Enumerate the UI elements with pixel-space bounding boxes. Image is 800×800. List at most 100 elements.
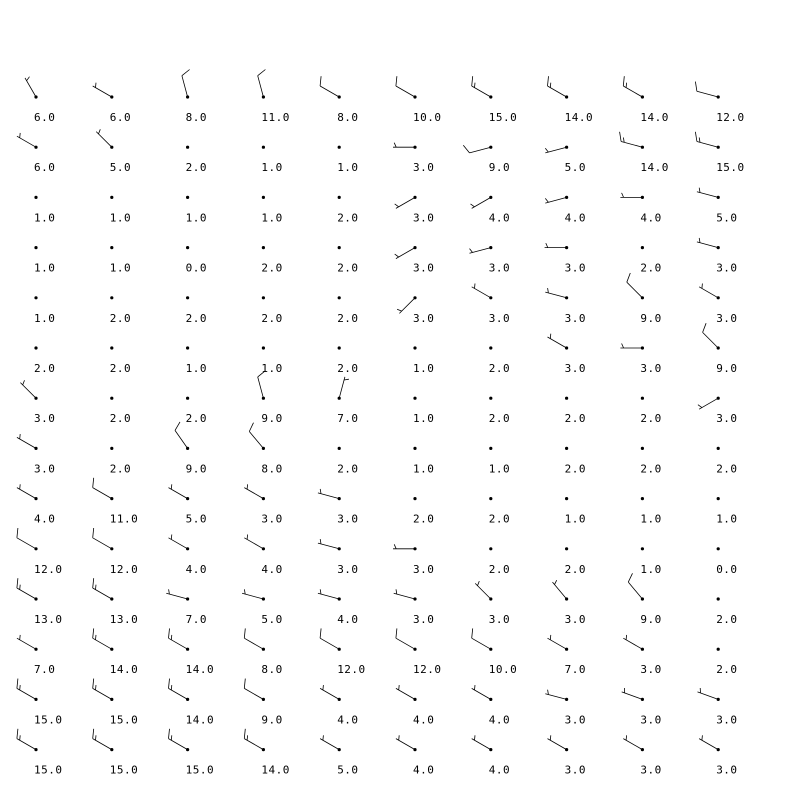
barb-staff [471, 628, 491, 650]
speed-label: 2.0 [110, 462, 131, 475]
station-dot [261, 547, 265, 551]
station-dot [716, 547, 720, 551]
speed-label: 14.0 [186, 663, 215, 676]
barb-staff [16, 578, 37, 600]
barb-staff [545, 689, 567, 700]
barb-staff [92, 628, 112, 650]
wind-barb: 2.0 [261, 296, 282, 325]
barb-staff [92, 678, 112, 700]
wind-barb: 3.0 [544, 242, 585, 275]
station-dot [716, 396, 720, 400]
wind-barb: 2.0 [489, 346, 510, 375]
speed-label: 3.0 [337, 563, 358, 576]
wind-barb: 8.0 [248, 422, 282, 475]
wind-barb: 1.0 [110, 246, 131, 275]
speed-label: 3.0 [716, 412, 737, 425]
wind-barb: 2.0 [337, 446, 358, 475]
speed-label: 14.0 [565, 111, 594, 124]
wind-barb: 3.0 [623, 634, 661, 676]
barb-staff [547, 76, 567, 98]
wind-barb: 15.0 [92, 678, 138, 726]
speed-label: 2.0 [413, 513, 434, 526]
wind-barb: 9.0 [462, 144, 510, 174]
barb-staff [243, 678, 264, 700]
wind-barb: 6.0 [92, 82, 131, 124]
wind-barb: 12.0 [395, 628, 441, 676]
station-dot [261, 246, 265, 250]
wind-barb: 4.0 [395, 685, 434, 726]
speed-label: 15.0 [34, 713, 63, 726]
barb-staff [698, 283, 719, 299]
wind-barb: 1.0 [261, 145, 282, 174]
wind-barb: 12.0 [695, 81, 744, 124]
speed-label: 1.0 [34, 211, 55, 224]
station-dot [110, 396, 114, 400]
wind-barb: 12.0 [16, 527, 62, 576]
barb-staff [395, 735, 416, 750]
wind-barb: 1.0 [34, 246, 55, 275]
wind-barb: 14.0 [547, 76, 594, 124]
station-dot [337, 246, 341, 250]
barb-staff [394, 247, 416, 259]
wind-barb: 3.0 [696, 237, 737, 275]
barb-staff [24, 76, 37, 98]
wind-barb: 2.0 [337, 195, 358, 224]
wind-barb: 2.0 [716, 597, 737, 626]
barb-staff [168, 534, 188, 550]
speed-label: 3.0 [640, 713, 661, 726]
speed-label: 5.0 [261, 613, 282, 626]
station-dot [337, 547, 341, 551]
barb-staff [20, 380, 37, 399]
barb-staff [393, 589, 416, 600]
speed-label: 1.0 [640, 513, 661, 526]
wind-barb: 10.0 [395, 76, 441, 124]
speed-label: 2.0 [34, 362, 55, 375]
barb-staff [395, 628, 416, 650]
barb-staff [16, 527, 37, 550]
speed-label: 4.0 [261, 563, 282, 576]
barb-staff [16, 434, 37, 449]
speed-label: 2.0 [261, 262, 282, 275]
speed-label: 2.0 [640, 462, 661, 475]
speed-label: 3.0 [640, 362, 661, 375]
wind-barb: 7.0 [16, 634, 55, 676]
speed-label: 4.0 [34, 513, 55, 526]
barb-staff [697, 397, 719, 410]
barb-staff [462, 144, 491, 154]
speed-label: 3.0 [413, 312, 434, 325]
station-dot [716, 145, 720, 149]
speed-label: 4.0 [489, 713, 510, 726]
speed-label: 1.0 [413, 412, 434, 425]
barb-staff [471, 283, 491, 299]
speed-label: 13.0 [34, 613, 63, 626]
wind-barb: 4.0 [544, 195, 585, 224]
station-dot [186, 547, 190, 551]
barb-staff [395, 76, 416, 98]
wind-barb: 14.0 [622, 76, 668, 124]
station-dot [640, 396, 645, 400]
speed-label: 15.0 [186, 764, 215, 777]
barb-staff [547, 735, 567, 750]
wind-barb: 12.0 [92, 527, 138, 576]
station-dot [640, 647, 645, 651]
wind-barb: 1.0 [640, 497, 661, 526]
station-dot [413, 446, 417, 450]
wind-barb: 3.0 [621, 687, 661, 726]
station-dot [34, 346, 38, 350]
wind-barb: 2.0 [34, 346, 55, 375]
wind-barb: 15.0 [695, 131, 744, 174]
barb-staff [244, 484, 264, 499]
speed-label: 10.0 [489, 663, 518, 676]
speed-label: 7.0 [34, 663, 55, 676]
barb-staff [471, 685, 491, 700]
station-dot [413, 396, 417, 400]
wind-barb: 9.0 [702, 323, 737, 375]
wind-barb: 2.0 [413, 497, 434, 526]
station-dot [413, 346, 417, 350]
speed-label: 1.0 [489, 462, 510, 475]
speed-label: 6.0 [34, 161, 55, 174]
station-dot [34, 547, 38, 551]
wind-barb: 3.0 [20, 380, 55, 425]
barb-staff [92, 578, 112, 600]
wind-barb: 9.0 [257, 370, 282, 425]
